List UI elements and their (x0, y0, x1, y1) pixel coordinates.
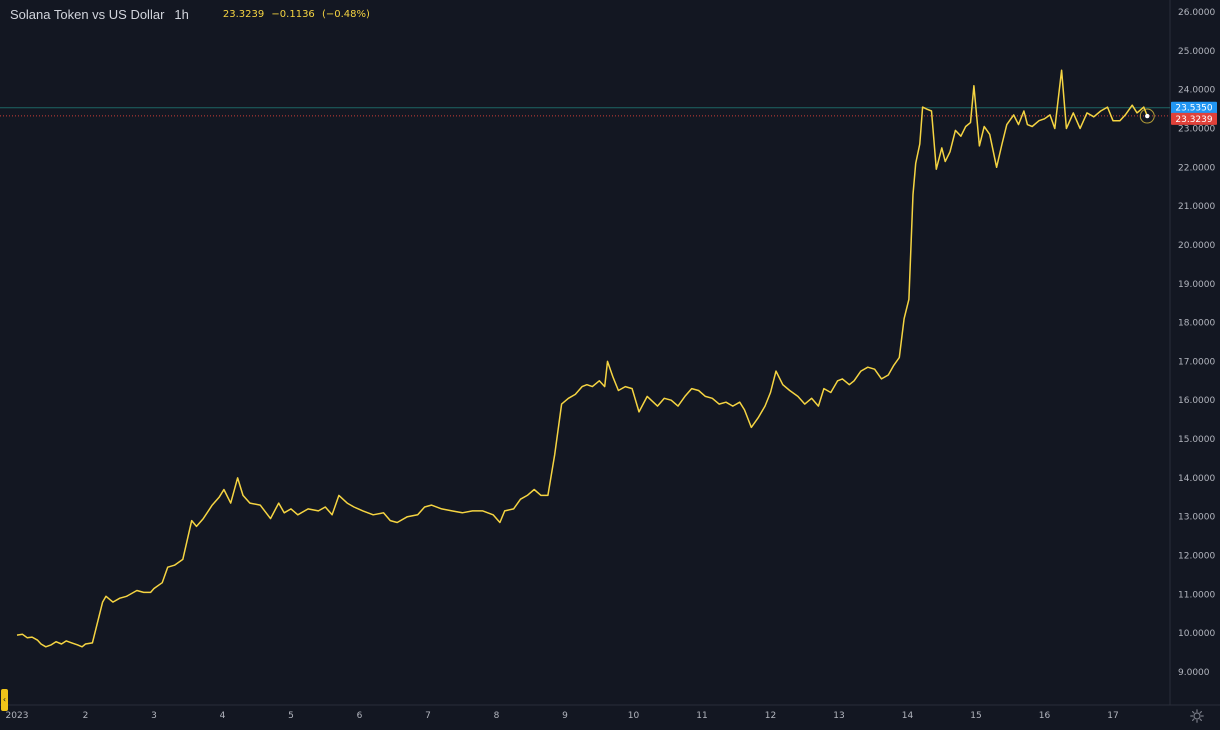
price-tick-label: 20.0000 (1178, 241, 1215, 251)
price-series-line (16, 69, 1148, 648)
price-tick-label: 26.0000 (1178, 8, 1215, 18)
price-tick-label: 16.0000 (1178, 396, 1215, 406)
price-tick-label: 17.0000 (1178, 357, 1215, 367)
quote-values: 23.3239 −0.1136 (−0.48%) (223, 9, 374, 20)
time-tick-label: 14 (902, 711, 914, 721)
price-tick-label: 11.0000 (1178, 590, 1215, 600)
chevron-left-icon: ‹ (2, 695, 7, 704)
price-tick-label: 21.0000 (1178, 202, 1215, 212)
price-tick-label: 23.0000 (1178, 124, 1215, 134)
price-tick-label: 25.0000 (1178, 47, 1215, 57)
price-tick-label: 15.0000 (1178, 435, 1215, 445)
scroll-left-handle[interactable]: ‹ (1, 689, 8, 711)
time-tick-label: 7 (425, 711, 431, 721)
price-tick-label: 19.0000 (1178, 280, 1215, 290)
price-tick-label: 24.0000 (1178, 86, 1215, 96)
ask-price-label-text: 23.5350 (1175, 104, 1212, 114)
price-tick-label: 10.0000 (1178, 629, 1215, 639)
chart-settings-button[interactable] (1188, 707, 1206, 725)
interval-label[interactable]: 1h (174, 6, 189, 22)
time-tick-label: 12 (765, 711, 776, 721)
price-tick-label: 13.0000 (1178, 513, 1215, 523)
last-price-value: 23.3239 (222, 8, 265, 20)
time-tick-label: 9 (562, 711, 568, 721)
last-point-marker (1145, 113, 1150, 119)
ask-price-label-bg (1171, 101, 1217, 114)
last-price-label-bg (1171, 112, 1217, 125)
time-tick-label: 17 (1107, 711, 1118, 721)
time-tick-label: 5 (288, 711, 294, 721)
time-axis[interactable]: 2023 2 3 4 5 6 7 8 9 10 11 12 13 14 15 16 17 (6, 711, 1119, 721)
legend-header: Solana Token vs US Dollar 1h 23.3239 −0.… (10, 5, 374, 23)
price-tick-label: 14.0000 (1178, 474, 1215, 484)
time-tick-label: 15 (970, 711, 981, 721)
gear-icon (1190, 709, 1204, 723)
change-value: −0.1136 (271, 8, 315, 20)
time-tick-label: 2023 (6, 711, 29, 721)
time-tick-label: 6 (357, 711, 363, 721)
last-price-label: 23.3239 (1171, 112, 1217, 125)
last-price-label-text: 23.3239 (1175, 115, 1212, 125)
time-tick-label: 8 (494, 711, 500, 721)
time-tick-label: 2 (83, 711, 89, 721)
ask-price-label: 23.5350 (1171, 101, 1217, 114)
price-tick-label: 12.0000 (1178, 552, 1215, 562)
time-tick-label: 13 (833, 711, 844, 721)
time-tick-label: 16 (1039, 711, 1051, 721)
last-point-ring (1139, 108, 1155, 124)
change-percent-value: (−0.48%) (321, 8, 370, 20)
time-tick-label: 10 (628, 711, 640, 721)
price-tick-label: 22.0000 (1178, 163, 1215, 173)
time-tick-label: 3 (151, 711, 157, 721)
price-axis[interactable]: 9.0000 10.0000 11.0000 12.0000 13.0000 14.000… (1178, 8, 1215, 678)
time-tick-label: 4 (220, 711, 226, 721)
price-tick-label: 9.0000 (1178, 668, 1210, 678)
price-tick-label: 18.0000 (1178, 319, 1215, 329)
time-tick-label: 11 (696, 711, 707, 721)
symbol-title[interactable]: Solana Token vs US Dollar (10, 6, 165, 22)
